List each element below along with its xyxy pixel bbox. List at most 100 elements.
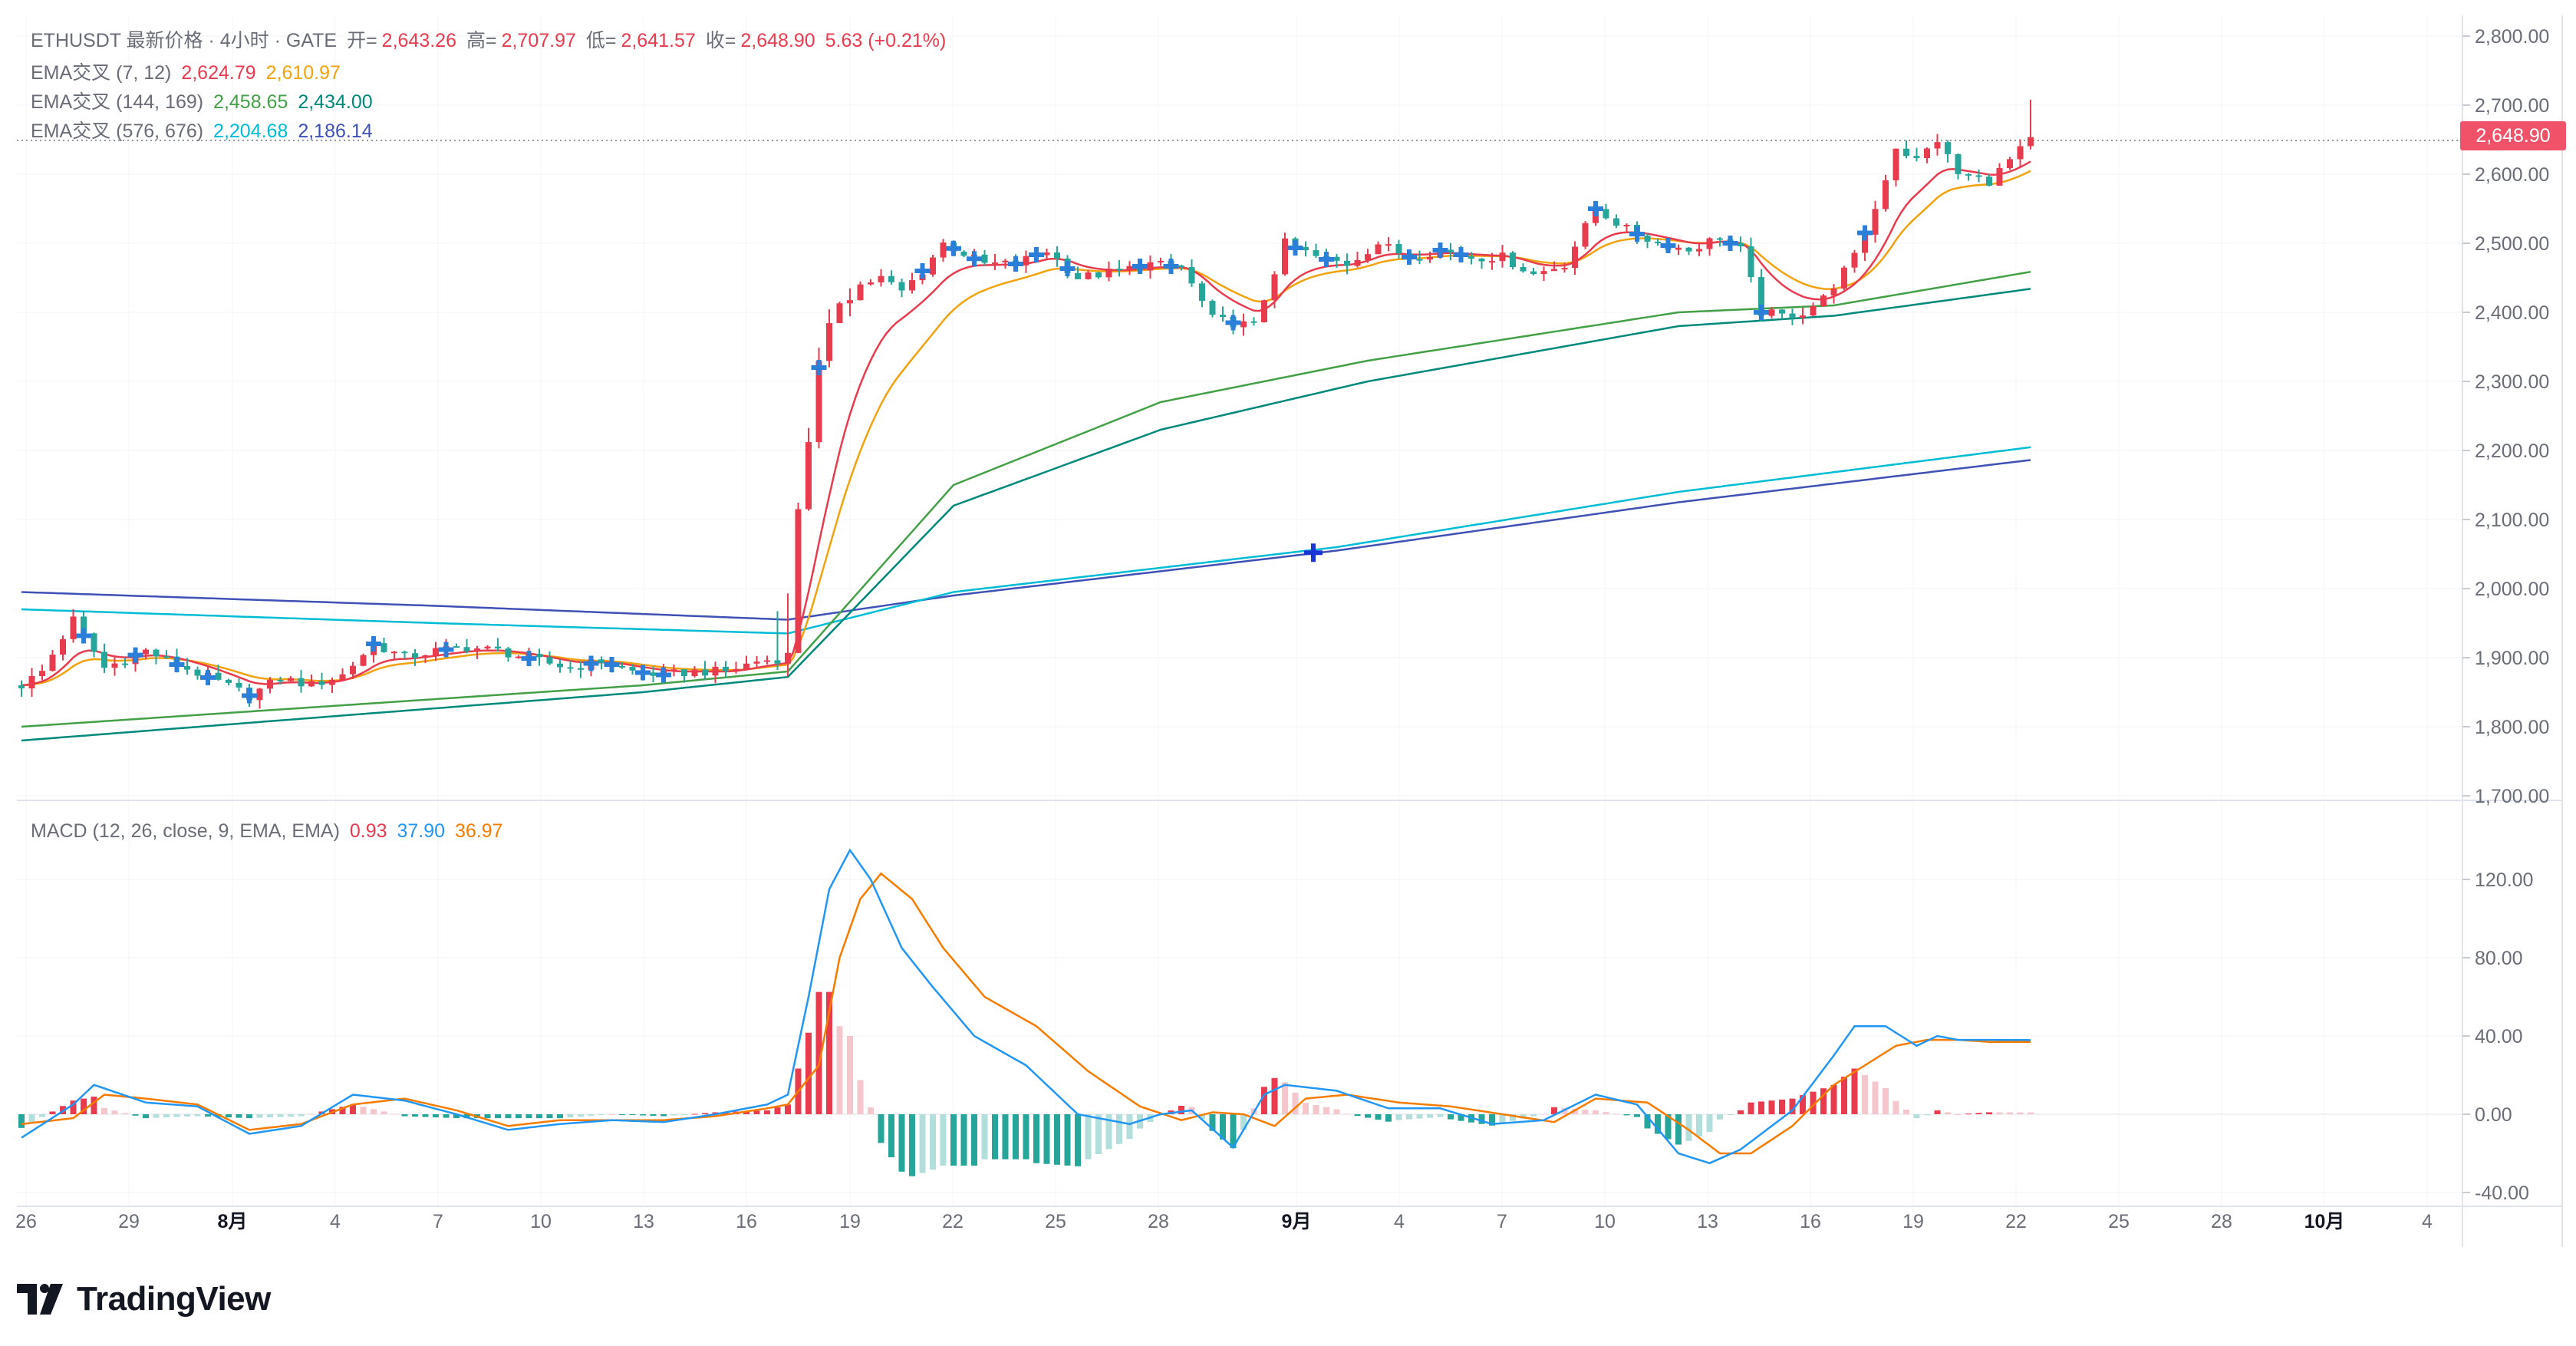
time-tick-label: 10月 <box>2304 1211 2345 1232</box>
macd-histogram-bar <box>277 1114 284 1117</box>
candle-body <box>1240 321 1247 328</box>
candle-body <box>360 655 367 666</box>
time-tick-label: 28 <box>2211 1211 2232 1232</box>
macd-histogram-bar <box>650 1114 657 1117</box>
macd-histogram-bar <box>163 1114 170 1118</box>
macd-histogram-bar <box>1023 1114 1029 1160</box>
candle-body <box>391 652 397 654</box>
macd-histogram-bar <box>463 1114 470 1119</box>
macd-histogram-bar <box>681 1114 687 1115</box>
time-tick-label: 16 <box>1800 1211 1821 1232</box>
macd-histogram-bar <box>267 1114 273 1118</box>
macd-histogram-bar <box>1354 1114 1361 1117</box>
macd-histogram-bar <box>1323 1107 1329 1114</box>
macd-histogram-bar <box>1510 1114 1516 1121</box>
ema-legend-name: EMA交叉 (144, 169) <box>31 91 204 113</box>
ema-cross-plus-icon <box>366 636 381 652</box>
macd-histogram-bar <box>1561 1107 1568 1114</box>
time-tick-label: 4 <box>2422 1211 2433 1232</box>
candle-body <box>350 665 356 675</box>
macd-histogram-bar <box>1375 1114 1382 1120</box>
candle-body <box>277 680 284 682</box>
candle-body <box>1975 175 1982 177</box>
candle-body <box>1738 242 1744 247</box>
candle-body <box>723 666 729 671</box>
macd-line <box>21 848 2031 1165</box>
close-label: 收= <box>705 30 736 51</box>
macd-histogram-bar <box>1924 1114 1930 1116</box>
ema-legend-2[interactable]: EMA交叉 (144, 169) 2,458.65 2,434.00 <box>31 87 377 117</box>
axes <box>17 15 2563 1247</box>
macd-histogram-bar <box>971 1114 977 1166</box>
macd-histogram-bar <box>1696 1114 1702 1137</box>
time-tick-label: 25 <box>2108 1211 2130 1232</box>
candle-body <box>815 361 822 443</box>
candle-body <box>1934 142 1941 149</box>
macd-histogram-bar <box>49 1111 56 1114</box>
macd-histogram-bar <box>1043 1114 1050 1164</box>
ema-legend-3[interactable]: EMA交叉 (576, 676) 2,204.68 2,186.14 <box>31 117 377 146</box>
macd-histogram-bar <box>1085 1114 1092 1160</box>
macd-legend[interactable]: MACD (12, 26, close, 9, EMA, EMA) 0.93 3… <box>31 817 508 846</box>
ema-legend-value: 2,204.68 <box>213 120 288 142</box>
macd-histogram-bar <box>339 1107 346 1114</box>
candle-body <box>1986 176 1992 186</box>
macd-histogram-bar <box>588 1114 595 1117</box>
candle-body <box>805 442 812 510</box>
ema-legend-1[interactable]: EMA交叉 (7, 12) 2,624.79 2,610.97 <box>31 58 345 87</box>
macd-histogram-bar <box>350 1104 356 1114</box>
macd-histogram-bar <box>246 1114 252 1119</box>
candle-body <box>1561 268 1568 270</box>
ema-cross-plus-icon <box>76 628 91 644</box>
candle-body <box>70 616 77 639</box>
candle-body <box>940 242 947 258</box>
candle-body <box>1872 209 1879 235</box>
candle-body <box>1655 241 1661 243</box>
ema-legend-value: 2,458.65 <box>213 91 288 113</box>
time-tick-label: 29 <box>118 1211 140 1232</box>
ema-cross-plus-icon <box>914 263 931 279</box>
macd-histogram-bar <box>484 1114 491 1119</box>
candle-body <box>1520 266 1527 272</box>
candle-body <box>1913 156 1920 159</box>
candle-body <box>847 300 853 304</box>
candle-body <box>1510 252 1516 267</box>
ema-legend-name: EMA交叉 (7, 12) <box>31 62 172 84</box>
macd-histogram-bar <box>1903 1110 1909 1114</box>
time-tick-label: 25 <box>1045 1211 1066 1232</box>
candle-body <box>1147 262 1154 271</box>
macd-histogram-bar <box>1520 1114 1527 1119</box>
candle-body <box>888 275 894 282</box>
candle-body <box>1996 167 2003 186</box>
price-tick-label: 1,900.00 <box>2475 648 2549 669</box>
macd-histogram-bar <box>847 1036 853 1114</box>
macd-histogram-bar <box>236 1114 242 1118</box>
candle-body <box>795 509 802 653</box>
macd-histogram-bar <box>1344 1113 1350 1115</box>
macd-histogram-bar <box>1830 1084 1837 1114</box>
macd-histogram-bar <box>1986 1112 1992 1114</box>
macd-histogram-bar <box>1572 1108 1578 1114</box>
macd-signal-line <box>21 872 2031 1155</box>
macd-histogram-bar <box>1220 1114 1226 1140</box>
time-tick-label: 19 <box>839 1211 861 1232</box>
candle-body <box>1199 283 1205 301</box>
tradingview-logo[interactable]: TradingView <box>17 1278 271 1321</box>
high-label: 高= <box>466 30 497 51</box>
macd-histogram-bar <box>516 1114 522 1119</box>
macd-histogram-bar <box>1748 1102 1754 1114</box>
macd-histogram-bar <box>1489 1114 1495 1126</box>
macd-histogram-bar <box>1427 1114 1433 1118</box>
macd-histogram-bar <box>1758 1101 1764 1114</box>
candle-body <box>422 655 429 658</box>
macd-histogram-bar <box>909 1114 915 1176</box>
ema-cross-plus-icon <box>127 647 143 663</box>
candle-body <box>898 282 905 291</box>
ema-cross-plus-icon <box>1163 259 1179 274</box>
macd-histogram-bar <box>1810 1091 1817 1114</box>
candle-body <box>1385 244 1392 246</box>
candle-body <box>1126 266 1133 270</box>
candle-body <box>308 681 315 687</box>
